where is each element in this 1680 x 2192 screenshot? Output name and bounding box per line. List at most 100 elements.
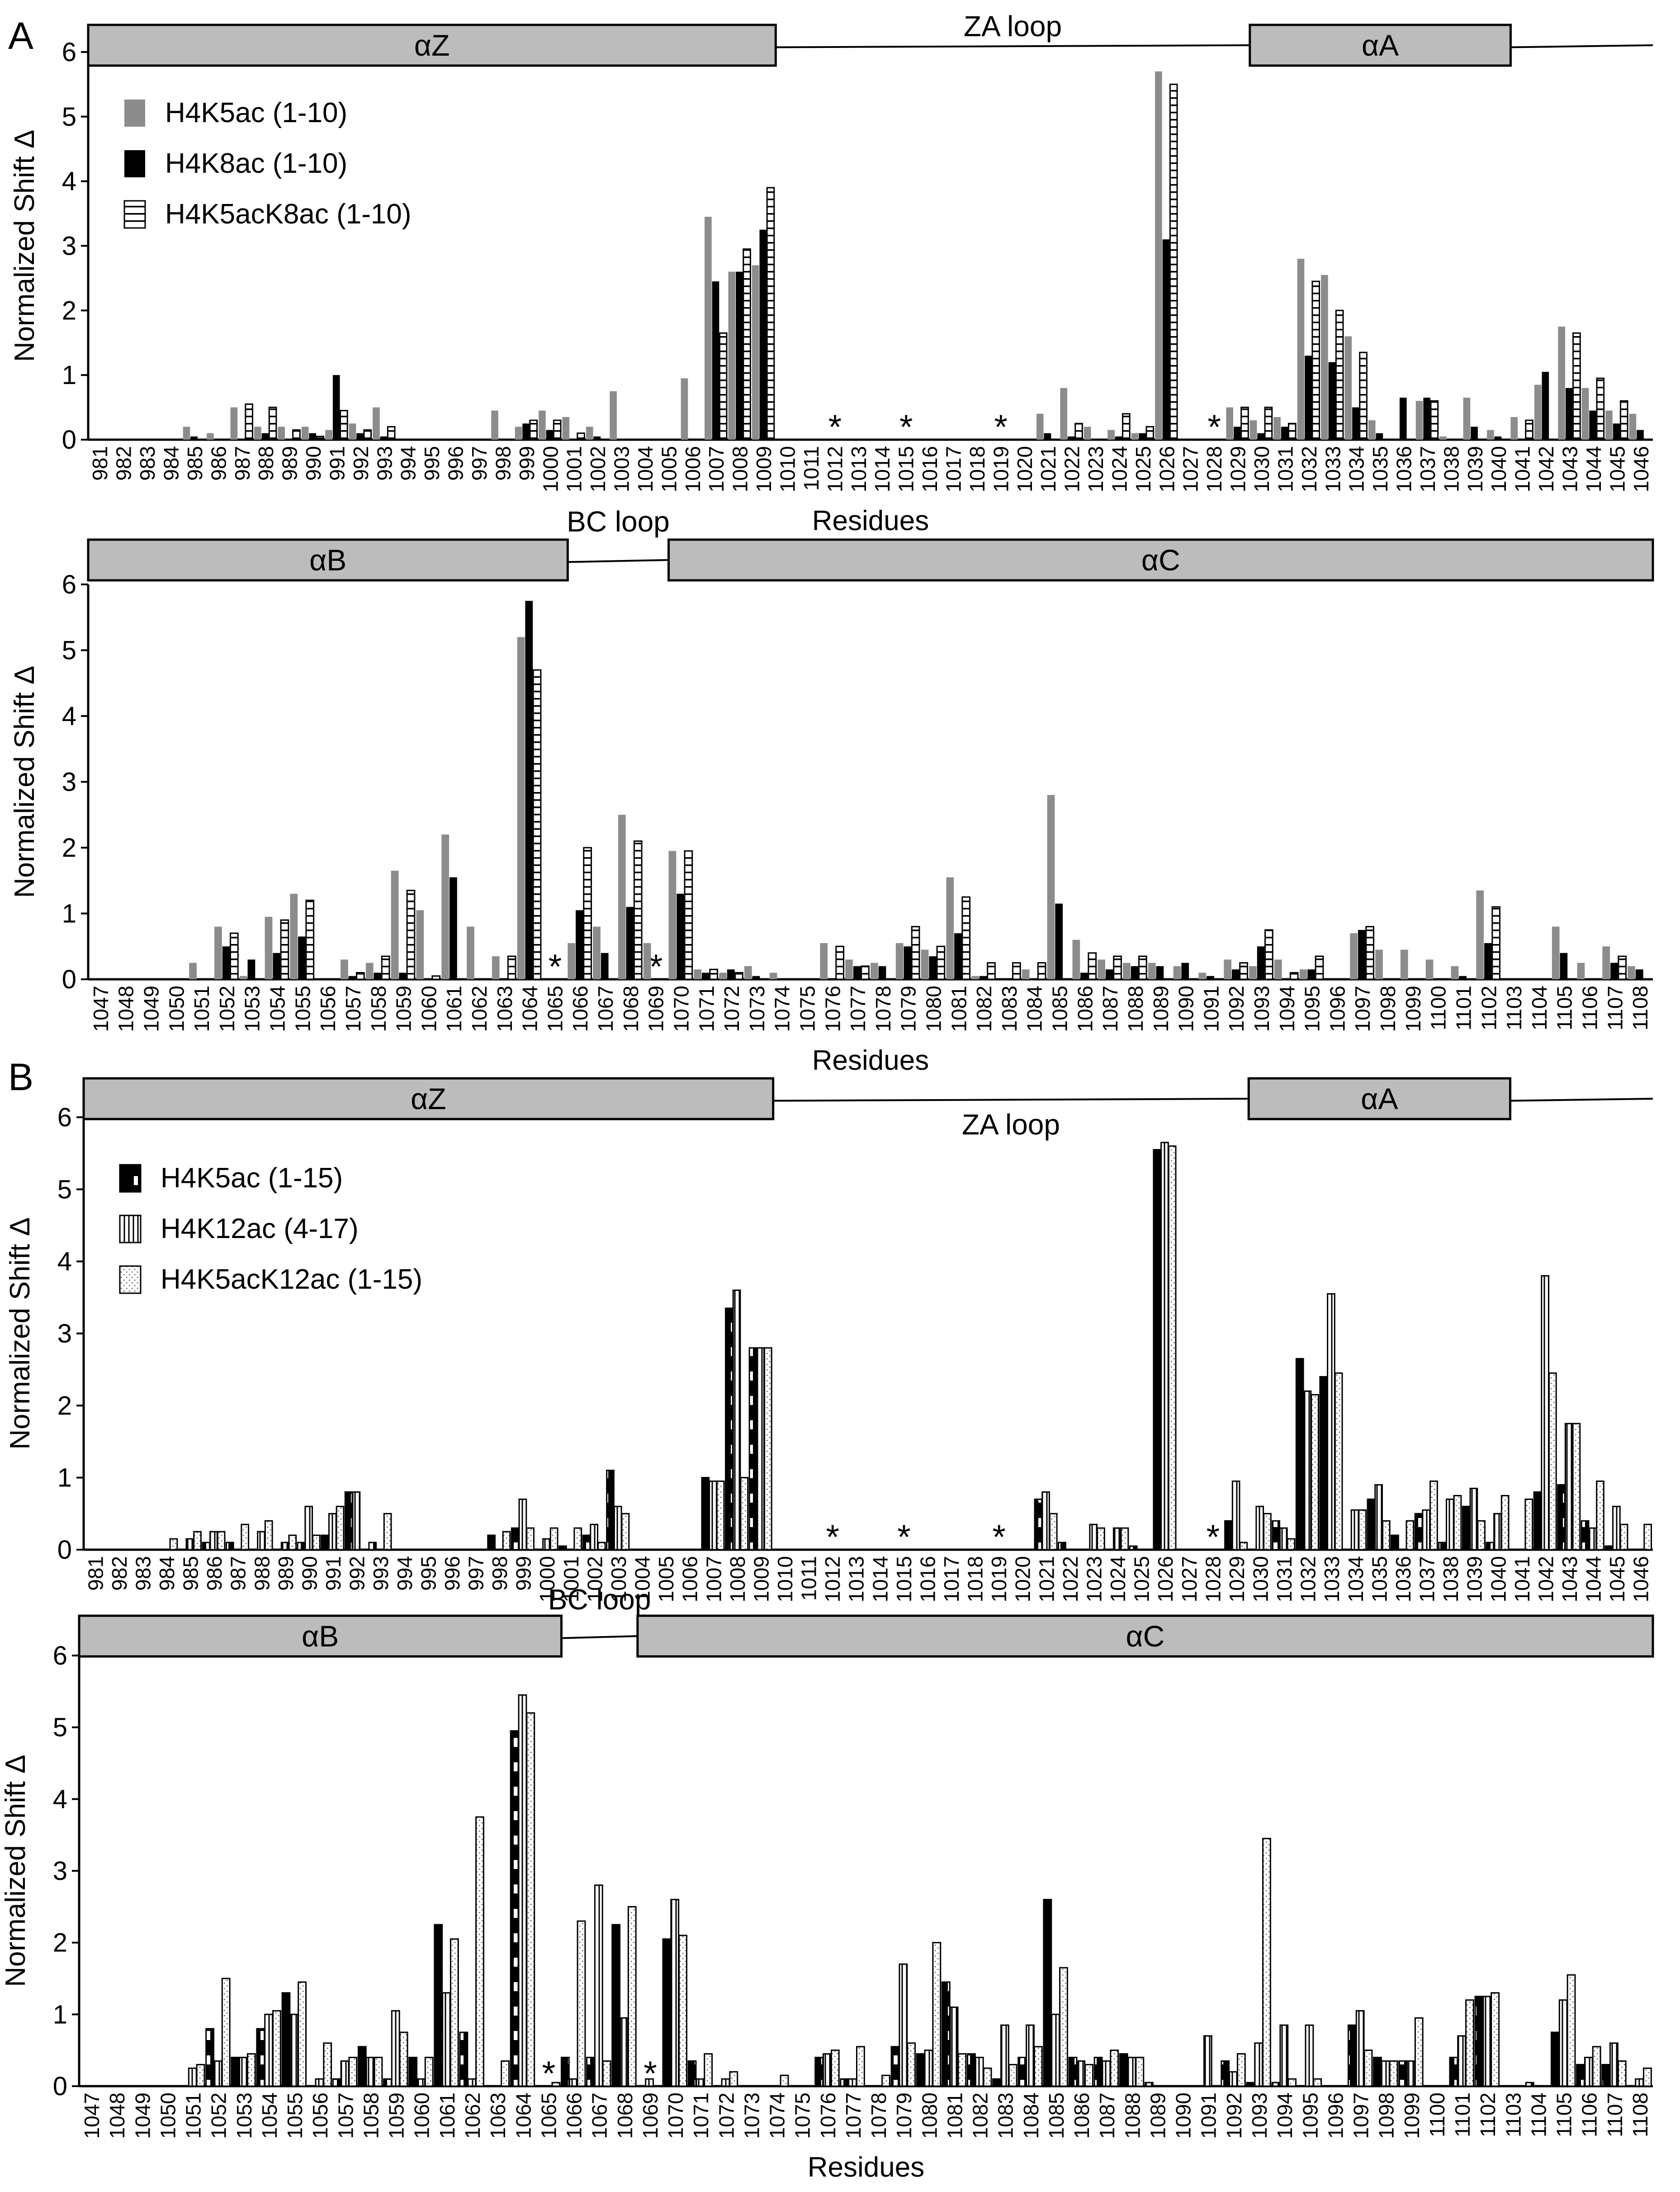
helix-box (636, 1614, 1654, 1658)
bar (1635, 2078, 1644, 2087)
bar (298, 936, 306, 979)
unassigned-star: * (992, 1518, 1006, 1556)
bar (1493, 1513, 1502, 1551)
x-tick-label: 1003 (607, 1556, 630, 1602)
x-tick-label: 1005 (654, 1556, 678, 1602)
bar (1231, 1480, 1240, 1551)
bar (491, 410, 498, 440)
bar (729, 2071, 738, 2087)
x-tick-label: 1064 (511, 2092, 535, 2139)
bar (1113, 955, 1122, 980)
bar (1181, 963, 1189, 979)
loop-label: BC loop (567, 505, 670, 538)
bar (1577, 963, 1585, 979)
bar (1533, 1491, 1542, 1551)
bar (1084, 427, 1091, 440)
bar (1462, 1505, 1471, 1551)
bar (946, 877, 954, 979)
y-tick-label: 2 (62, 833, 76, 863)
x-tick-label: 1022 (1059, 1556, 1082, 1602)
bar (1635, 969, 1643, 979)
x-tick-label: 1014 (871, 446, 894, 492)
y-tick-label: 0 (62, 965, 76, 994)
y-tick-label: 2 (57, 1391, 72, 1420)
bar (1043, 1898, 1052, 2087)
bar (225, 1542, 234, 1551)
bar (1610, 963, 1618, 979)
x-tick-label: 1095 (1298, 2092, 1322, 2139)
x-tick-label: 1058 (367, 986, 390, 1032)
bar (643, 943, 651, 979)
x-tick-label: 1012 (823, 446, 847, 492)
bar (1486, 1542, 1495, 1551)
bar (1494, 436, 1502, 440)
x-tick-label: 1049 (140, 986, 163, 1032)
bar (1239, 962, 1248, 980)
bar (542, 1538, 551, 1551)
bar (328, 1513, 337, 1551)
x-tick-label: 1081 (947, 986, 970, 1032)
helix-box (667, 538, 1654, 582)
bar (305, 899, 315, 980)
bar (911, 926, 920, 980)
bar (1423, 398, 1431, 440)
x-tick-label: 982 (112, 446, 136, 481)
bar (1601, 2064, 1611, 2087)
x-tick-label: 1104 (1527, 2092, 1550, 2137)
bar (921, 949, 929, 979)
x-tick-label: 1104 (1528, 986, 1551, 1030)
bar (577, 1920, 586, 2087)
bar (416, 2078, 426, 2087)
x-tick-label: 999 (515, 446, 539, 481)
bar (1487, 430, 1494, 440)
bar (257, 1531, 265, 1551)
bar (1542, 372, 1549, 440)
x-tick-label: 1036 (1391, 1556, 1415, 1602)
x-tick-label: 1016 (918, 446, 942, 492)
legend-entry: H4K5ac (1-15) (161, 1162, 343, 1194)
bar (1643, 1523, 1652, 1551)
bar (1033, 2046, 1043, 2087)
x-tick-label: 1030 (1250, 446, 1273, 492)
bar (1131, 966, 1139, 979)
x-tick-label: 1052 (215, 986, 239, 1032)
bar (1313, 2078, 1322, 2087)
bar (316, 436, 325, 441)
bar (1589, 410, 1597, 440)
bar (983, 2067, 992, 2087)
bar (558, 1545, 567, 1551)
x-tick-label: 1088 (1121, 2092, 1144, 2139)
x-tick-label: 984 (159, 446, 183, 481)
x-tick-label: 1106 (1578, 986, 1601, 1030)
x-tick-label: 1034 (1344, 1556, 1368, 1602)
bar (188, 2067, 197, 2087)
bar (1406, 2060, 1415, 2087)
bar (823, 2053, 832, 2087)
y-axis-title: Normalized Shift Δ (9, 130, 40, 362)
x-tick-label: 992 (349, 446, 373, 481)
bar (467, 926, 474, 979)
bar (1068, 2057, 1078, 2087)
x-tick-label: 1046 (1629, 446, 1653, 492)
bar (321, 1534, 329, 1551)
bar (924, 2050, 933, 2087)
bar (835, 945, 845, 980)
unassigned-star: * (899, 408, 913, 446)
bar (748, 1347, 757, 1551)
bar (1612, 1505, 1621, 1551)
bar (539, 410, 546, 440)
x-tick-label: 981 (88, 446, 112, 481)
bar (662, 1938, 672, 2087)
bar (1637, 430, 1644, 440)
bar (169, 1538, 178, 1551)
bar (501, 2060, 510, 2087)
bar (577, 432, 585, 441)
x-tick-label: 1072 (715, 2092, 738, 2139)
x-tick-label: 1004 (631, 1556, 654, 1602)
x-tick-label: 1065 (543, 986, 567, 1032)
bar (289, 2013, 299, 2087)
y-tick-label: 0 (53, 2072, 67, 2101)
bar (1051, 2013, 1060, 2087)
y-tick-label: 1 (62, 899, 76, 929)
